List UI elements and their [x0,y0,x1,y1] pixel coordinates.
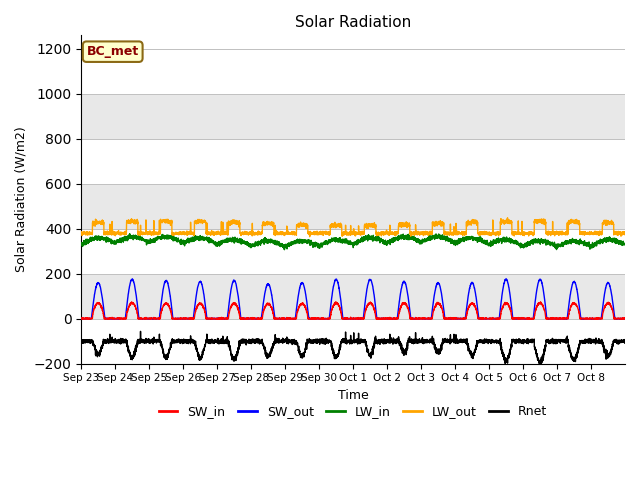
Rnet [536,361,543,367]
Bar [81,184,625,229]
Title: Solar Radiation: Solar Radiation [295,15,412,30]
LW_in [543,238,551,244]
LW_in [190,235,198,240]
SW_out [621,316,629,322]
LW_in [621,241,629,247]
Rnet [529,337,537,343]
Rnet [137,328,145,334]
SW_out [543,316,551,322]
Legend: SW_in, SW_out, LW_in, LW_out, Rnet: SW_in, SW_out, LW_in, LW_out, Rnet [154,400,552,423]
LW_out [190,233,198,239]
Y-axis label: Solar Radiation (W/m2): Solar Radiation (W/m2) [15,127,28,273]
Rnet [77,339,85,345]
Bar [81,319,625,364]
SW_in [77,316,85,322]
LW_out [373,231,381,237]
Line: SW_out: SW_out [81,279,625,319]
SW_in [403,302,410,308]
SW_out [529,315,537,321]
LW_out [529,229,537,235]
Bar [81,49,625,94]
SW_in [502,300,510,306]
Rnet [190,339,198,345]
LW_in [529,241,537,247]
X-axis label: Time: Time [338,389,369,402]
Bar [81,139,625,184]
LW_out [306,234,314,240]
Bar [81,274,625,319]
SW_out [77,316,85,322]
Bar [81,94,625,139]
LW_in [502,239,510,245]
LW_out [543,231,551,237]
LW_out [502,220,510,226]
Rnet [543,337,551,343]
LW_in [403,235,410,240]
Rnet [621,339,629,345]
SW_out [502,276,510,282]
SW_in [537,299,545,305]
SW_in [77,315,85,321]
Line: LW_out: LW_out [81,218,625,237]
Line: SW_in: SW_in [81,302,625,319]
Rnet [502,355,510,361]
SW_in [529,316,537,322]
SW_in [373,315,381,321]
SW_out [403,284,410,290]
SW_in [543,316,551,322]
SW_in [621,315,629,321]
Rnet [373,338,381,344]
LW_in [374,238,381,243]
LW_in [77,240,85,246]
SW_out [502,276,510,282]
SW_out [190,310,198,316]
Rnet [403,350,410,356]
SW_out [373,316,381,322]
Bar [81,229,625,274]
LW_out [403,219,410,225]
LW_in [126,231,134,237]
LW_in [280,247,288,252]
Text: BC_met: BC_met [86,45,139,58]
SW_in [190,316,198,322]
LW_out [504,215,511,221]
LW_out [77,229,85,235]
Line: LW_in: LW_in [81,234,625,250]
SW_out [77,316,85,322]
Line: Rnet: Rnet [81,331,625,364]
LW_out [621,232,629,238]
